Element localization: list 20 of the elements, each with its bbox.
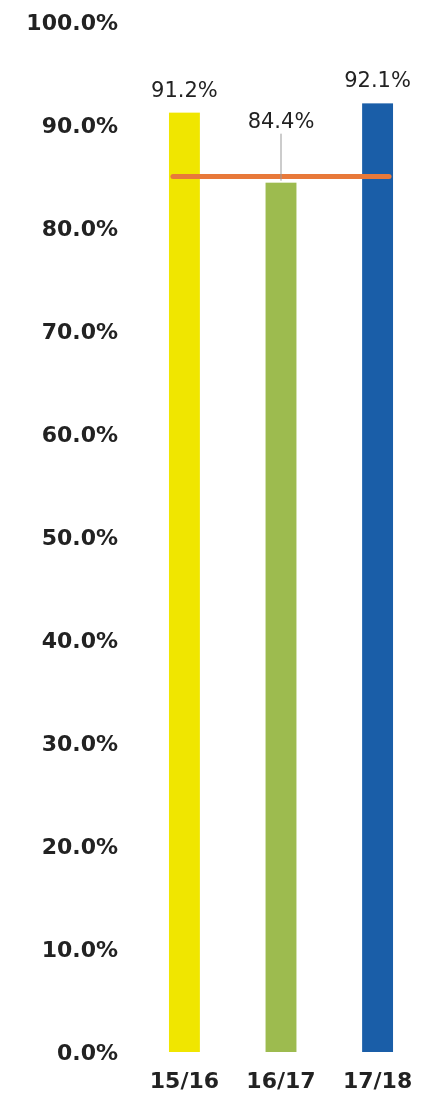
y-tick-label: 40.0% (41, 627, 118, 653)
x-tick-label: 15/16 (149, 1068, 220, 1093)
y-tick-label: 60.0% (41, 421, 118, 447)
bar (362, 103, 394, 1052)
y-tick-label: 0.0% (56, 1039, 118, 1065)
y-tick-label: 10.0% (41, 936, 118, 962)
data-label: 91.2% (151, 77, 218, 102)
y-tick-label: 50.0% (41, 524, 118, 550)
data-label: 84.4% (247, 108, 315, 133)
y-tick-label: 20.0% (41, 833, 118, 859)
y-tick-label: 80.0% (41, 215, 118, 241)
bar (168, 112, 200, 1052)
x-tick-label: 17/18 (342, 1068, 413, 1093)
data-label: 92.1% (344, 68, 411, 93)
y-tick-label: 70.0% (41, 318, 118, 344)
y-tick-label: 100.0% (26, 9, 118, 35)
y-tick-label: 30.0% (41, 730, 118, 756)
y-tick-label: 90.0% (41, 112, 118, 138)
x-tick-label: 16/17 (246, 1068, 316, 1093)
bar (265, 182, 297, 1052)
